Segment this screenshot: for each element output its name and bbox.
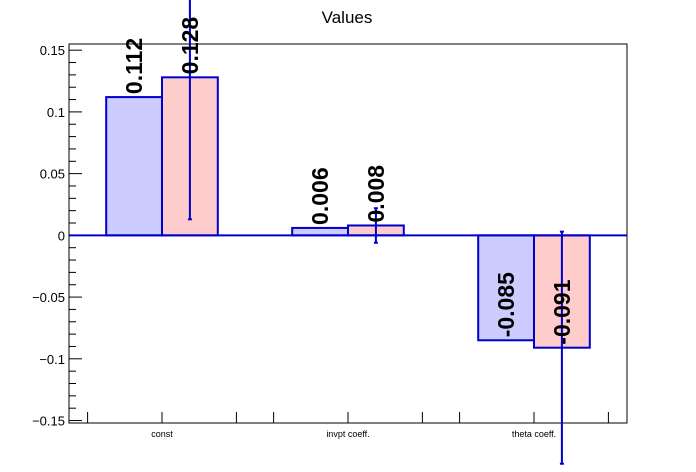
y-tick-label: 0.05	[40, 167, 65, 182]
y-tick-label: 0.1	[47, 105, 65, 120]
x-category-label: const	[151, 429, 173, 439]
x-category-label: theta coeff.	[512, 429, 556, 439]
chart-title: Values	[322, 8, 373, 27]
bar-value-label: -0.091	[549, 279, 575, 344]
y-tick-label: 0	[58, 228, 65, 243]
bar	[105, 96, 163, 237]
bar-value-label: 0.006	[307, 167, 333, 225]
bar-value-label: 0.128	[177, 17, 203, 75]
y-tick-label: −0.1	[39, 352, 65, 367]
bar	[291, 226, 350, 237]
y-tick-label: −0.15	[32, 414, 65, 429]
x-category-label: invpt coeff.	[326, 429, 369, 439]
bar-value-label: -0.085	[493, 272, 519, 337]
y-tick-label: 0.15	[40, 43, 65, 58]
plot-area: −0.15 −0.1 −0.05 0 0.05 0.1 0.15 const invpt coe…	[32, 0, 628, 465]
bar-value-label: 0.112	[121, 38, 147, 94]
y-tick-label: −0.05	[32, 290, 65, 305]
bar-value-label: 0.008	[363, 165, 389, 223]
